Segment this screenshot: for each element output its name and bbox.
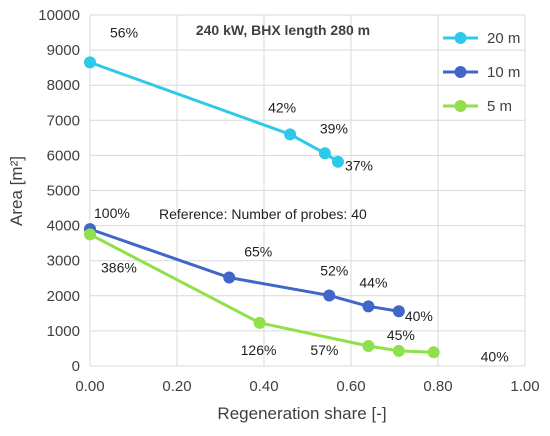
chart-title: 240 kW, BHX length 280 m: [196, 22, 370, 38]
legend-marker: [454, 100, 467, 112]
data-label: 386%: [101, 259, 137, 275]
data-point: [323, 289, 336, 302]
legend-entry: 20 m: [487, 30, 520, 47]
data-label: 39%: [320, 120, 348, 136]
y-tick-label: 9000: [47, 42, 80, 59]
data-label: 42%: [268, 99, 296, 115]
legend-marker: [454, 32, 467, 44]
data-point: [253, 316, 266, 329]
data-label: 40%: [481, 348, 509, 364]
data-point: [392, 344, 405, 357]
data-point: [318, 147, 331, 160]
y-tick-label: 10000: [38, 7, 80, 24]
reference-annotation: Reference: Number of probes: 40: [159, 206, 367, 222]
gridlines: [89, 14, 526, 367]
x-axis-title: Regeneration share [-]: [217, 404, 386, 423]
series-line-20m: [89, 60, 339, 163]
x-tick-label: 0.40: [249, 378, 278, 395]
y-tick-label: 8000: [47, 77, 80, 94]
data-point: [362, 339, 375, 352]
legend: 20 m 10 m 5 m: [443, 30, 520, 115]
data-point: [84, 56, 96, 69]
y-tick-label: 2000: [47, 288, 80, 305]
data-point: [362, 300, 375, 313]
series-layer: [84, 56, 440, 359]
data-label: 40%: [405, 308, 433, 324]
data-label: 100%: [94, 205, 130, 221]
data-point: [427, 346, 440, 359]
x-tick-label: 0.20: [162, 378, 191, 395]
legend-entry: 5 m: [487, 98, 512, 115]
data-point: [84, 228, 96, 241]
y-tick-label: 3000: [47, 253, 80, 270]
data-labels: 56% 42% 39% 37% 100% 65% 52% 44% 40% 386% 126% 57% 4…: [94, 24, 509, 364]
x-tick-label: 0.80: [423, 378, 452, 395]
x-tick-label: 0.60: [336, 378, 365, 395]
x-tick-label: 0.00: [75, 378, 104, 395]
data-label: 126%: [241, 342, 277, 358]
y-tick-label: 0: [72, 358, 80, 375]
data-label: 44%: [359, 274, 387, 290]
data-label: 52%: [320, 262, 348, 278]
data-label: 37%: [345, 158, 373, 174]
data-point: [331, 155, 344, 168]
y-tick-label: 4000: [47, 218, 80, 235]
data-point: [284, 128, 297, 141]
data-label: 65%: [244, 244, 272, 260]
data-label: 57%: [310, 342, 338, 358]
y-axis-title: Area [m²]: [7, 156, 26, 226]
legend-marker: [454, 66, 467, 78]
data-point: [223, 271, 236, 284]
y-tick-label: 7000: [47, 112, 80, 129]
y-tick-label: 6000: [47, 147, 80, 164]
y-tick-label: 5000: [47, 183, 80, 200]
data-label: 56%: [110, 24, 138, 40]
data-point: [392, 305, 405, 318]
legend-entry: 10 m: [487, 64, 520, 81]
y-tick-label: 1000: [47, 323, 80, 340]
axes: 0 1000 2000 3000 4000 5000 6000 7000 8000 9000 100…: [38, 7, 539, 395]
data-label: 45%: [387, 327, 415, 343]
x-tick-label: 1.00: [510, 378, 539, 395]
